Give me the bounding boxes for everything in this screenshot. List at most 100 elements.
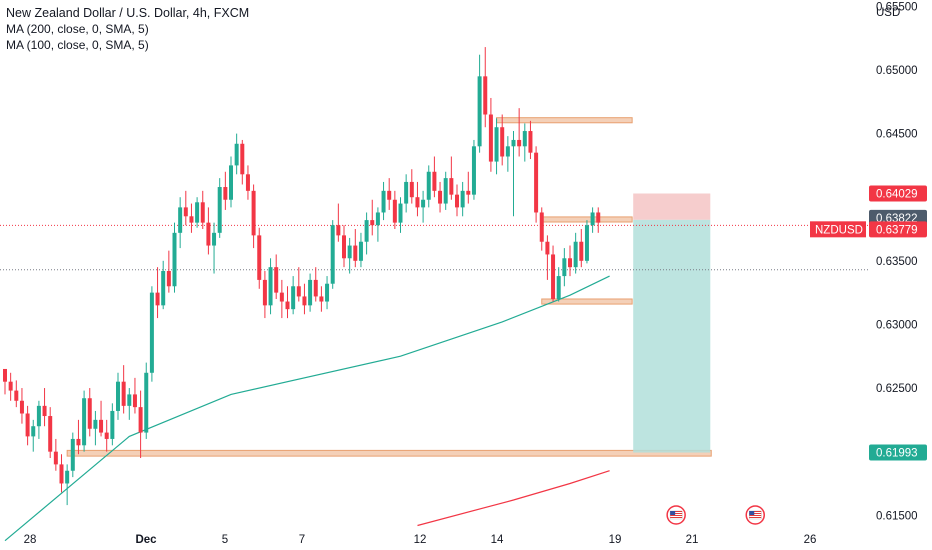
candle-body	[573, 241, 578, 268]
candle-body	[590, 212, 595, 226]
ma100-line	[4, 275, 610, 542]
candle-body	[82, 398, 87, 446]
time-label: 7	[299, 534, 305, 546]
candle-body	[189, 216, 194, 223]
candle-body	[449, 178, 454, 195]
zone-1[interactable]	[496, 117, 633, 124]
candle-body	[342, 235, 346, 259]
ma200-legend[interactable]: MA (200, close, 0, SMA, 5)	[6, 22, 149, 36]
candle-body	[121, 381, 126, 406]
candle-body	[522, 131, 527, 147]
candle-body	[183, 207, 188, 217]
candle-body	[99, 419, 104, 433]
candle-body	[556, 276, 561, 299]
zone-0[interactable]	[66, 449, 712, 457]
stop-loss-area[interactable]	[633, 193, 711, 220]
candle-body	[110, 410, 115, 439]
candle-body	[415, 197, 420, 208]
time-label: 19	[609, 534, 622, 546]
candle-body	[596, 212, 601, 223]
symbol-tag-text: NZDUSD	[815, 224, 863, 236]
zone-3[interactable]	[541, 298, 633, 305]
price-tick: 0.63500	[876, 256, 918, 268]
candle-body	[291, 286, 296, 310]
price-tag-text: 0.61993	[876, 448, 918, 460]
candle-body	[488, 114, 493, 162]
us-flag-economic-event-icon[interactable]	[666, 505, 686, 525]
candle-body	[3, 368, 7, 382]
candle-body	[76, 438, 81, 446]
candle-body	[138, 407, 143, 433]
candle-body	[353, 245, 358, 261]
candle-body	[240, 143, 245, 175]
candle-body	[494, 127, 499, 162]
candle-body	[358, 241, 363, 261]
candle-body	[31, 426, 36, 437]
candle-body	[460, 190, 465, 208]
candle-body	[42, 405, 47, 417]
candle-body	[539, 212, 544, 242]
candle-body	[245, 174, 250, 191]
price-tag	[869, 444, 927, 461]
candle-body	[144, 372, 149, 433]
candle-body	[36, 405, 41, 427]
candle-body	[409, 181, 414, 198]
candle-body	[308, 279, 313, 306]
candle-body	[568, 258, 572, 268]
candle-body	[251, 190, 256, 236]
price-tick: 0.65000	[876, 65, 918, 77]
candle-body	[155, 292, 160, 306]
economic-events[interactable]	[666, 505, 765, 525]
candle-body	[443, 178, 448, 204]
price-tick: 0.63000	[876, 319, 918, 331]
candle-body	[404, 181, 409, 204]
symbol-title[interactable]: New Zealand Dollar / U.S. Dollar, 4h, FX…	[6, 6, 250, 20]
time-axis[interactable]: 28 Dec 5 7 12 14 19 21 26	[24, 534, 817, 546]
candle-body	[166, 270, 171, 287]
candlesticks	[3, 47, 601, 506]
candle-body	[127, 394, 132, 406]
us-flag-economic-event-icon[interactable]	[745, 505, 765, 525]
candle-body	[19, 400, 24, 414]
candle-body	[511, 139, 516, 147]
candle-body	[14, 390, 19, 401]
candle-body	[387, 190, 392, 200]
candle-body	[229, 165, 233, 200]
candle-body	[200, 202, 205, 223]
time-label: Dec	[135, 534, 157, 546]
candle-body	[421, 199, 426, 208]
candle-body	[517, 139, 522, 147]
candle-body	[257, 235, 262, 280]
candle-body	[302, 296, 307, 306]
candle-body	[132, 394, 137, 408]
candle-body	[375, 212, 380, 226]
chart-legend: New Zealand Dollar / U.S. Dollar, 4h, FX…	[6, 5, 249, 53]
candle-body	[285, 301, 290, 310]
candle-body	[438, 190, 443, 204]
time-label: 21	[686, 534, 699, 546]
candle-body	[534, 152, 539, 213]
candle-body	[48, 416, 53, 452]
price-tag-text: 0.63779	[876, 224, 918, 236]
price-axis[interactable]: USD 0.65500 0.65000 0.64500 0.63500 0.63000 0…	[876, 1, 918, 522]
price-tick: 0.65500	[876, 1, 918, 13]
candle-body	[500, 127, 505, 157]
ma100-legend[interactable]: MA (100, close, 0, SMA, 5)	[6, 38, 149, 52]
candle-body	[398, 203, 403, 223]
candle-body	[195, 202, 200, 223]
short-position-tool[interactable]	[633, 193, 711, 453]
candle-body	[212, 232, 217, 246]
candle-body	[87, 398, 92, 429]
time-label: 14	[491, 534, 504, 546]
candle-body	[178, 207, 183, 233]
symbol-tag	[810, 221, 866, 238]
price-tick: 0.62500	[876, 383, 918, 395]
candle-body	[562, 258, 567, 277]
price-tag	[869, 221, 927, 238]
time-label: 12	[414, 534, 427, 546]
candle-body	[268, 267, 273, 306]
take-profit-area[interactable]	[633, 219, 711, 453]
candle-body	[8, 381, 13, 391]
candle-body	[466, 190, 471, 195]
